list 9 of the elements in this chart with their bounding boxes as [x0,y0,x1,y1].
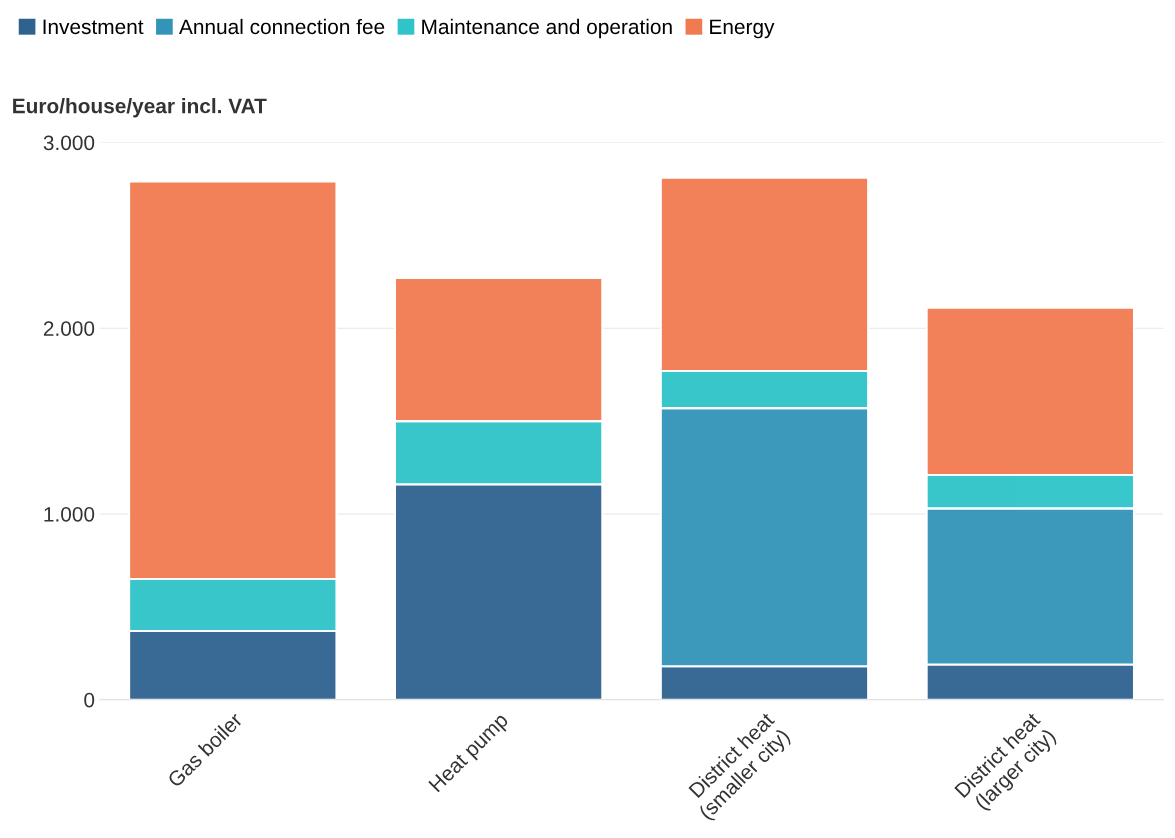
legend-label: Investment [43,19,144,35]
y-tick-label: 3.000 [43,135,95,151]
y-tick-label: 2.000 [43,321,95,336]
y-tick-label: 0 [84,692,95,708]
legend-label: Maintenance and operation [422,18,672,39]
y-axis-title: Euro/house/year incl. VAT [13,98,267,118]
legend-label: Annual connection fee [179,18,385,35]
legend-label: Energy [710,19,775,39]
y-tick-label: 1.000 [44,506,95,522]
